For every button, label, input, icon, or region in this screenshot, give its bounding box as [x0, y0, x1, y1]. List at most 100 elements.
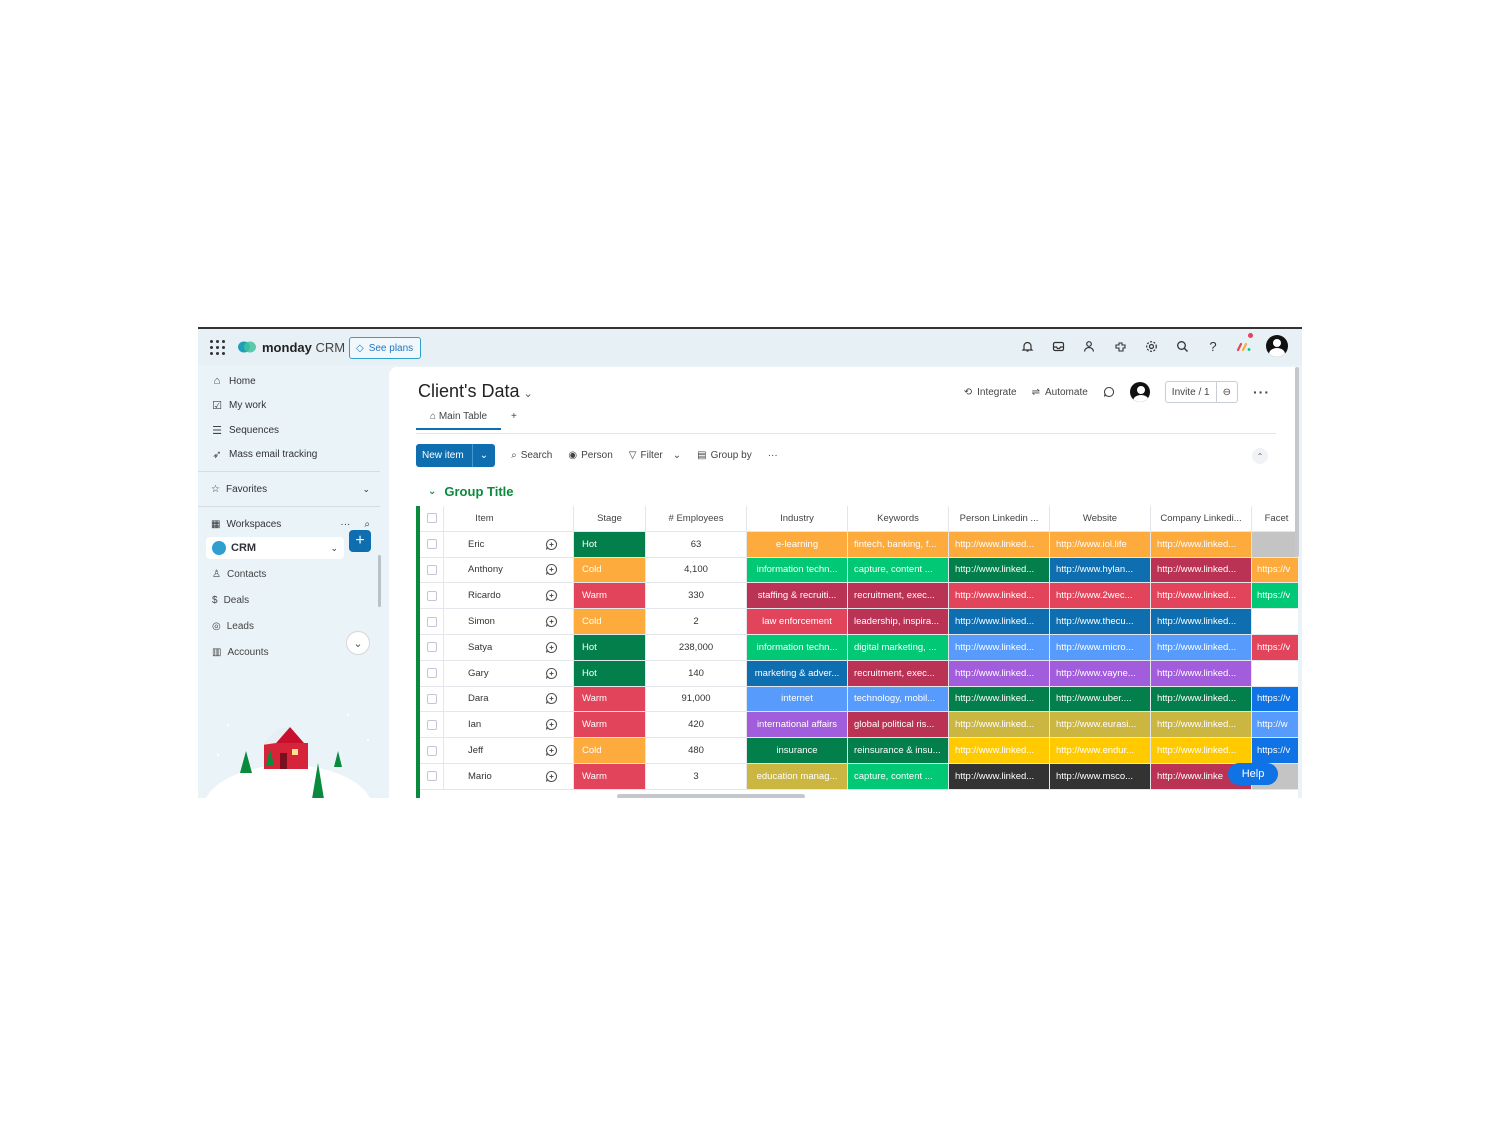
table-row[interactable]: Eric Hot 63 e-learning fintech, banking, f..… — [420, 531, 1298, 558]
item-name-cell[interactable]: Mario — [468, 770, 492, 782]
table-row[interactable]: Satya Hot 238,000 information techn... digit… — [420, 634, 1298, 661]
item-name-cell[interactable]: Jeff — [468, 745, 484, 757]
board-more-options-icon[interactable]: ··· — [1253, 384, 1270, 400]
industry-cell[interactable]: e-learning — [747, 531, 848, 557]
column-header-website[interactable]: Website — [1050, 506, 1151, 531]
item-name-cell[interactable]: Satya — [468, 641, 493, 653]
inbox-icon[interactable] — [1049, 337, 1067, 355]
sidebar-favorites[interactable]: ☆ Favorites ⌄ — [211, 483, 370, 495]
industry-cell[interactable]: internet — [747, 686, 848, 712]
row-checkbox[interactable] — [420, 738, 444, 763]
add-update-icon[interactable] — [529, 557, 574, 583]
column-header-employees[interactable]: # Employees — [646, 506, 747, 531]
column-header-company-linkedin[interactable]: Company Linkedi... — [1151, 506, 1252, 531]
website-cell[interactable]: http://www.eurasi... — [1050, 712, 1151, 738]
main-vertical-scrollbar[interactable] — [1295, 367, 1299, 557]
filter-button[interactable]: ▽ Filter ⌄ — [628, 450, 682, 461]
stage-cell[interactable]: Warm — [574, 686, 646, 712]
keywords-cell[interactable]: fintech, banking, f... — [848, 531, 949, 557]
new-item-button[interactable]: New item ⌄ — [416, 444, 496, 467]
row-checkbox[interactable] — [420, 609, 444, 634]
row-checkbox[interactable] — [420, 583, 444, 609]
website-cell[interactable]: http://www.endur... — [1050, 738, 1151, 763]
stage-cell[interactable]: Hot — [574, 531, 646, 557]
item-name-cell[interactable]: Ricardo — [468, 590, 501, 602]
integrate-button[interactable]: ⟲ Integrate — [963, 386, 1017, 398]
person-linkedin-cell[interactable]: http://www.linked... — [949, 763, 1050, 789]
table-row[interactable]: Gary Hot 140 marketing & adver... recruitmen… — [420, 660, 1298, 687]
person-linkedin-cell[interactable]: http://www.linked... — [949, 634, 1050, 660]
keywords-cell[interactable]: leadership, inspira... — [848, 609, 949, 634]
add-view-button[interactable]: + — [511, 411, 517, 422]
website-cell[interactable]: http://www.iol.life — [1050, 531, 1151, 557]
user-avatar[interactable] — [1266, 335, 1288, 357]
website-cell[interactable]: http://www.msco... — [1050, 763, 1151, 789]
item-name-cell[interactable]: Dara — [468, 693, 489, 705]
person-linkedin-cell[interactable]: http://www.linked... — [949, 660, 1050, 686]
board-title[interactable]: Client's Data ⌄ — [418, 381, 533, 401]
add-update-icon[interactable] — [529, 531, 574, 557]
table-row[interactable]: Simon Cold 2 law enforcement leadership, ins… — [420, 609, 1298, 635]
industry-cell[interactable]: insurance — [747, 738, 848, 763]
column-header-industry[interactable]: Industry — [747, 506, 848, 531]
industry-cell[interactable]: law enforcement — [747, 609, 848, 634]
board-owner-avatar[interactable] — [1129, 382, 1150, 402]
company-linkedin-cell[interactable]: http://www.linked... — [1151, 686, 1252, 712]
add-update-icon[interactable] — [529, 712, 574, 738]
sidebar-workspaces[interactable]: ▦ Workspaces ··· ⌕ — [211, 518, 370, 530]
keywords-cell[interactable]: global political ris... — [848, 712, 949, 738]
see-plans-button[interactable]: ◇ See plans — [349, 337, 422, 359]
sidebar-item-contacts[interactable]: ♙ Contacts — [212, 568, 267, 580]
collapse-header-icon[interactable]: ⌃ — [1252, 448, 1268, 464]
keywords-cell[interactable]: reinsurance & insu... — [848, 738, 949, 763]
facebook-cell[interactable]: https://v — [1252, 686, 1298, 712]
add-update-icon[interactable] — [529, 609, 574, 634]
company-linkedin-cell[interactable]: http://www.linked... — [1151, 609, 1252, 634]
sidebar-item-my-work[interactable]: ☑ My work — [212, 400, 267, 413]
table-row[interactable]: Jeff Cold 480 insurance reinsurance & insu..… — [420, 738, 1298, 764]
website-cell[interactable]: http://www.vayne... — [1050, 660, 1151, 686]
company-linkedin-cell[interactable]: http://www.linked... — [1151, 531, 1252, 557]
row-checkbox[interactable] — [420, 660, 444, 686]
employees-cell[interactable]: 63 — [646, 531, 747, 557]
stage-cell[interactable]: Cold — [574, 557, 646, 583]
person-linkedin-cell[interactable]: http://www.linked... — [949, 712, 1050, 738]
help-button[interactable]: Help — [1228, 763, 1278, 785]
employees-cell[interactable]: 4,100 — [646, 557, 747, 583]
industry-cell[interactable]: international affairs — [747, 712, 848, 738]
workspace-selector[interactable]: CRM ⌄ — [206, 537, 344, 559]
keywords-cell[interactable]: recruitment, exec... — [848, 583, 949, 609]
chevron-down-icon[interactable]: ⌄ — [471, 444, 495, 467]
collapse-sidebar-button[interactable]: ⌄ — [346, 631, 370, 655]
stage-cell[interactable]: Warm — [574, 583, 646, 609]
industry-cell[interactable]: marketing & adver... — [747, 660, 848, 686]
company-linkedin-cell[interactable]: http://www.linked... — [1151, 712, 1252, 738]
settings-gear-icon[interactable] — [1142, 337, 1160, 355]
row-checkbox[interactable] — [420, 686, 444, 712]
search-icon[interactable]: ⌕ — [364, 518, 370, 530]
add-update-icon[interactable] — [529, 660, 574, 686]
person-linkedin-cell[interactable]: http://www.linked... — [949, 583, 1050, 609]
invite-button[interactable]: Invite / 1 ⊖ — [1164, 381, 1238, 403]
column-header-stage[interactable]: Stage — [574, 506, 646, 531]
employees-cell[interactable]: 330 — [646, 583, 747, 609]
toolbar-more-options[interactable]: ··· — [767, 450, 778, 461]
facebook-cell[interactable] — [1252, 609, 1298, 634]
monday-apps-icon[interactable] — [1235, 333, 1253, 355]
employees-cell[interactable]: 2 — [646, 609, 747, 634]
more-options-icon[interactable]: ··· — [340, 518, 351, 530]
website-cell[interactable]: http://www.uber.... — [1050, 686, 1151, 712]
website-cell[interactable]: http://www.2wec... — [1050, 583, 1151, 609]
stage-cell[interactable]: Cold — [574, 738, 646, 763]
apps-grid-icon[interactable] — [210, 340, 225, 355]
add-update-icon[interactable] — [529, 583, 574, 609]
item-name-cell[interactable]: Eric — [468, 538, 485, 550]
add-item-button[interactable]: + — [349, 530, 371, 552]
employees-cell[interactable]: 238,000 — [646, 634, 747, 660]
person-linkedin-cell[interactable]: http://www.linked... — [949, 557, 1050, 583]
keywords-cell[interactable]: technology, mobil... — [848, 686, 949, 712]
employees-cell[interactable]: 3 — [646, 763, 747, 789]
facebook-cell[interactable]: https://v — [1252, 738, 1298, 763]
item-name-cell[interactable]: Simon — [468, 616, 495, 628]
group-by-button[interactable]: ▤ Group by — [697, 450, 752, 461]
